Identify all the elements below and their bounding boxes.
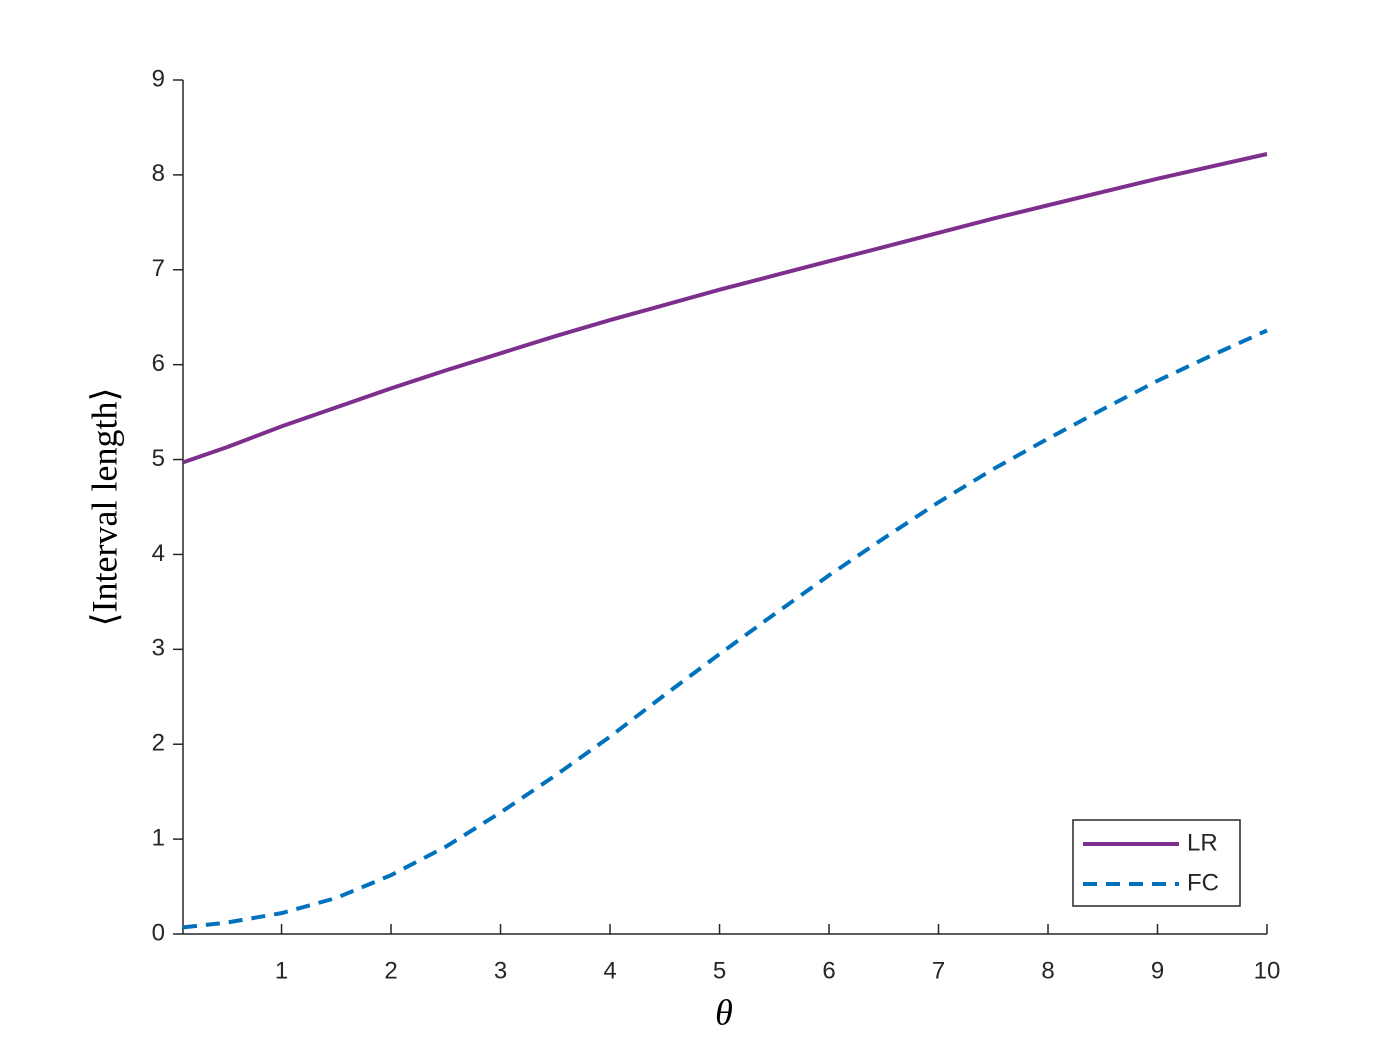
x-tick-label: 4	[603, 957, 616, 984]
y-tick-label: 1	[152, 824, 165, 851]
y-tick-label: 2	[152, 730, 165, 757]
legend-label: FC	[1187, 869, 1219, 896]
x-tick-label: 7	[932, 957, 945, 984]
legend-label: LR	[1187, 829, 1218, 856]
y-tick-label: 7	[152, 255, 165, 282]
x-tick-label: 1	[275, 957, 288, 984]
y-tick-label: 0	[152, 919, 165, 946]
line-series	[182, 152, 1268, 465]
line-series	[182, 328, 1268, 930]
y-axis-label: ⟨Interval length⟩	[84, 387, 124, 626]
y-tick-label: 5	[152, 445, 165, 472]
x-axis-label: θ	[715, 992, 733, 1032]
y-tick-label: 4	[152, 540, 165, 567]
y-tick-label: 9	[152, 65, 165, 92]
x-tick-label: 10	[1254, 957, 1281, 984]
y-tick-label: 6	[152, 350, 165, 377]
legend-box	[1072, 819, 1241, 907]
y-tick-label: 8	[152, 160, 165, 187]
x-tick-label: 5	[713, 957, 726, 984]
y-tick-label: 3	[152, 635, 165, 662]
x-tick-label: 8	[1041, 957, 1054, 984]
x-tick-label: 9	[1151, 957, 1164, 984]
x-tick-label: 6	[822, 957, 835, 984]
x-tick-label: 3	[494, 957, 507, 984]
x-tick-label: 2	[384, 957, 397, 984]
